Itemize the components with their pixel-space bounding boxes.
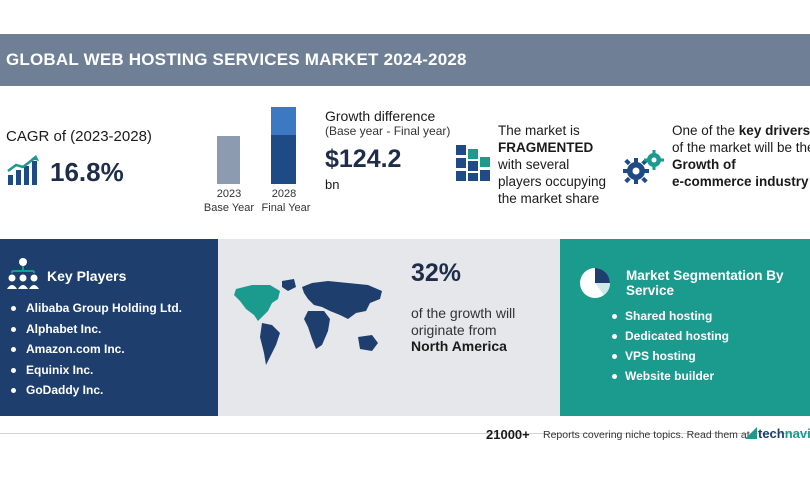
- key-driver-text: One of the key drivers of the market wil…: [672, 122, 810, 190]
- bar-final-year-base: [271, 135, 296, 184]
- market-line: players occupying: [498, 174, 607, 189]
- market-structure-text: The market is FRAGMENTED with several pl…: [498, 122, 658, 207]
- bar-year-label: 2028: [271, 188, 297, 200]
- footer-text: Reports covering niche topics. Read them…: [543, 429, 750, 441]
- brand-name-part: navi: [784, 426, 810, 441]
- region-text: originate from: [411, 322, 497, 338]
- brand-link[interactable]: technavi: [758, 426, 810, 441]
- driver-line: of the market will be the: [672, 140, 810, 155]
- stats-row: CAGR of (2023-2028) 16.8% 2023 2028 Base…: [0, 95, 810, 227]
- segmentation-title: Market Segmentation By Service: [626, 268, 784, 298]
- footer-divider: [0, 433, 810, 434]
- segmentation-list: Shared hosting Dedicated hosting VPS hos…: [612, 309, 729, 389]
- north-america-highlight: [234, 285, 280, 321]
- pie-chart-icon: [580, 268, 610, 298]
- market-line: with several: [498, 157, 570, 172]
- page-title: GLOBAL WEB HOSTING SERVICES MARKET 2024-…: [0, 34, 810, 86]
- key-players-panel: Key Players Alibaba Group Holding Ltd. A…: [0, 239, 218, 416]
- cagr-value: 16.8%: [50, 157, 124, 187]
- market-line: the market share: [498, 191, 600, 206]
- segmentation-panel: Market Segmentation By Service Shared ho…: [560, 239, 810, 416]
- key-players-title: Key Players: [47, 268, 127, 284]
- fragmented-blocks-icon: [456, 145, 490, 181]
- growth-sublabel: (Base year - Final year): [325, 124, 451, 138]
- list-item: Equinix Inc.: [11, 363, 182, 384]
- world-map: [234, 279, 382, 365]
- region-panel: 32% of the growth will originate from No…: [218, 239, 560, 416]
- region-text: of the growth will: [411, 305, 516, 321]
- cagr-label: CAGR of (2023-2028): [6, 128, 152, 145]
- region-name: North America: [411, 338, 507, 354]
- people-network-icon: [7, 258, 39, 289]
- list-item: Website builder: [612, 369, 729, 389]
- gears-icon: [623, 150, 664, 184]
- bar-base-year: [217, 136, 240, 184]
- driver-line: One of the key drivers: [672, 123, 810, 138]
- bar-sublabel: Base Year: [203, 202, 255, 214]
- list-item: Shared hosting: [612, 309, 729, 329]
- market-emphasis: FRAGMENTED: [498, 140, 594, 155]
- list-item: GoDaddy Inc.: [11, 383, 182, 404]
- growth-value: $124.2: [325, 145, 402, 173]
- list-item: Amazon.com Inc.: [11, 342, 182, 363]
- market-line: The market is: [498, 123, 580, 138]
- bar-final-year-increment: [271, 107, 296, 135]
- report-count: 21000+: [486, 427, 530, 442]
- list-item: Alphabet Inc.: [11, 322, 182, 343]
- brand-logo-icon: [745, 427, 757, 439]
- growth-unit: bn: [325, 177, 340, 192]
- bar-sublabel: Final Year: [261, 202, 311, 214]
- driver-emphasis: Growth of: [672, 157, 736, 172]
- region-percent: 32%: [411, 259, 462, 287]
- growth-label: Growth difference: [325, 108, 436, 124]
- growth-chart-icon: [7, 155, 39, 185]
- driver-emphasis: e-commerce industry: [672, 174, 809, 189]
- bar-year-label: 2023: [216, 188, 242, 200]
- list-item: VPS hosting: [612, 349, 729, 369]
- list-item: Alibaba Group Holding Ltd.: [11, 301, 182, 322]
- list-item: Dedicated hosting: [612, 329, 729, 349]
- key-players-list: Alibaba Group Holding Ltd. Alphabet Inc.…: [11, 301, 182, 404]
- brand-name-part: tech: [758, 426, 785, 441]
